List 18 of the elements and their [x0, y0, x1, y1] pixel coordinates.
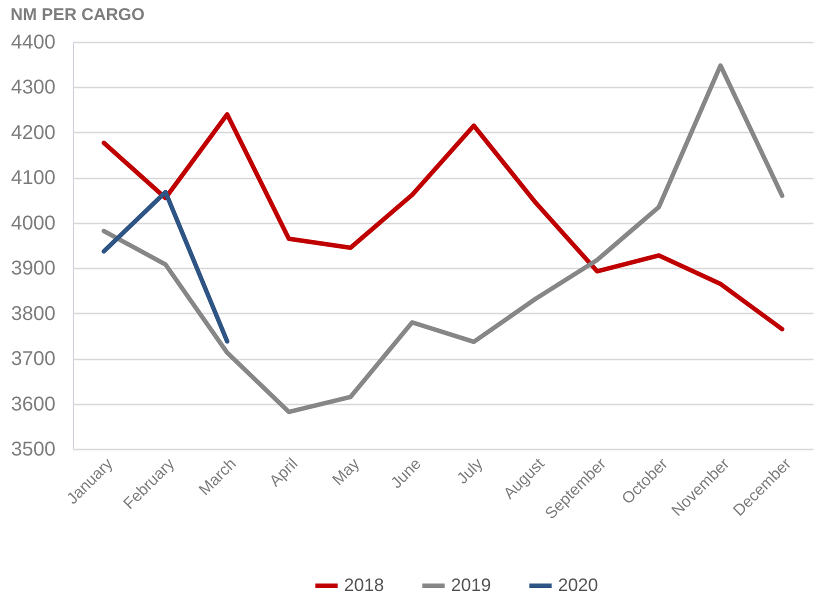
- chart-title: NM PER CARGO: [10, 5, 145, 24]
- y-tick-label: 4400: [11, 32, 56, 54]
- y-tick-label: 3700: [11, 348, 56, 370]
- y-tick-label: 4300: [11, 76, 56, 99]
- legend-label: 2018: [344, 574, 384, 595]
- legend-label: 2020: [558, 574, 598, 595]
- x-tick-label: May: [330, 456, 364, 489]
- y-tick-label: 3500: [11, 438, 56, 460]
- x-tick-label: July: [454, 456, 486, 488]
- y-tick-label: 4100: [11, 167, 56, 190]
- line-series: [102, 112, 784, 332]
- legend-label: 2019: [451, 574, 492, 595]
- y-tick-label: 3900: [11, 258, 56, 280]
- y-tick-label: 3800: [11, 302, 56, 325]
- line-series: [102, 63, 784, 414]
- y-tick-label: 3600: [11, 393, 56, 416]
- y-tick-label: 4000: [11, 212, 56, 234]
- y-tick-label: 4200: [11, 122, 56, 144]
